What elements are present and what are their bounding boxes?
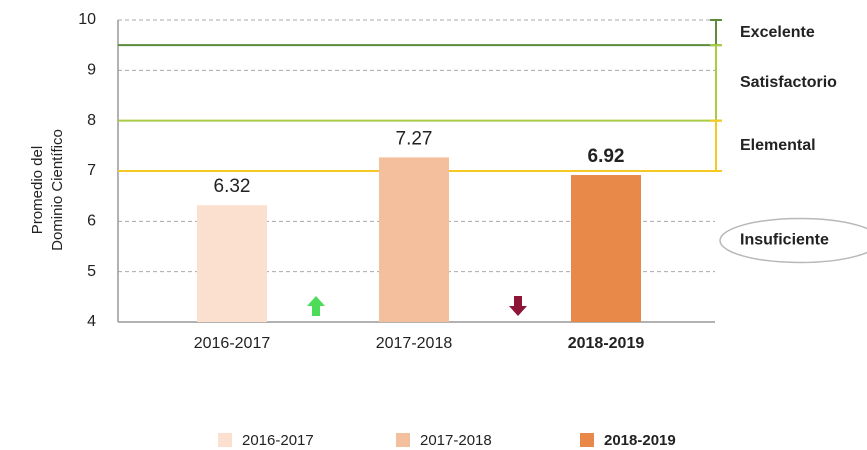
legend-label: 2018-2019	[604, 432, 676, 449]
level-ellipse	[719, 217, 867, 264]
bar	[197, 205, 267, 322]
value-label: 7.27	[396, 128, 433, 149]
y-tick-label: 5	[87, 263, 96, 280]
y-tick-label: 10	[78, 11, 96, 28]
x-tick-label: 2017-2018	[376, 335, 453, 352]
value-label: 6.92	[588, 146, 625, 167]
x-tick-label: 2018-2019	[568, 335, 645, 352]
y-axis-label-line: Promedio del	[29, 146, 46, 234]
down-arrow	[509, 296, 527, 316]
x-tick-label: 2016-2017	[194, 335, 271, 352]
level-label: Satisfactorio	[740, 74, 837, 91]
legend-swatch	[580, 433, 594, 447]
value-label: 6.32	[214, 176, 251, 197]
y-tick-label: 7	[87, 162, 96, 179]
y-tick-label: 8	[87, 112, 96, 129]
bar	[379, 157, 449, 322]
bar	[571, 175, 641, 322]
level-label: Excelente	[740, 24, 815, 41]
level-label: Insuficiente	[740, 232, 829, 249]
y-tick-label: 6	[87, 213, 96, 230]
legend-label: 2016-2017	[242, 432, 314, 449]
y-tick-label: 4	[87, 313, 96, 330]
level-label: Elemental	[740, 137, 816, 154]
legend-swatch	[396, 433, 410, 447]
y-axis-label-line: Dominio Científico	[49, 129, 66, 251]
y-tick-label: 9	[87, 62, 96, 79]
legend-swatch	[218, 433, 232, 447]
up-arrow	[307, 296, 325, 316]
legend-label: 2017-2018	[420, 432, 492, 449]
